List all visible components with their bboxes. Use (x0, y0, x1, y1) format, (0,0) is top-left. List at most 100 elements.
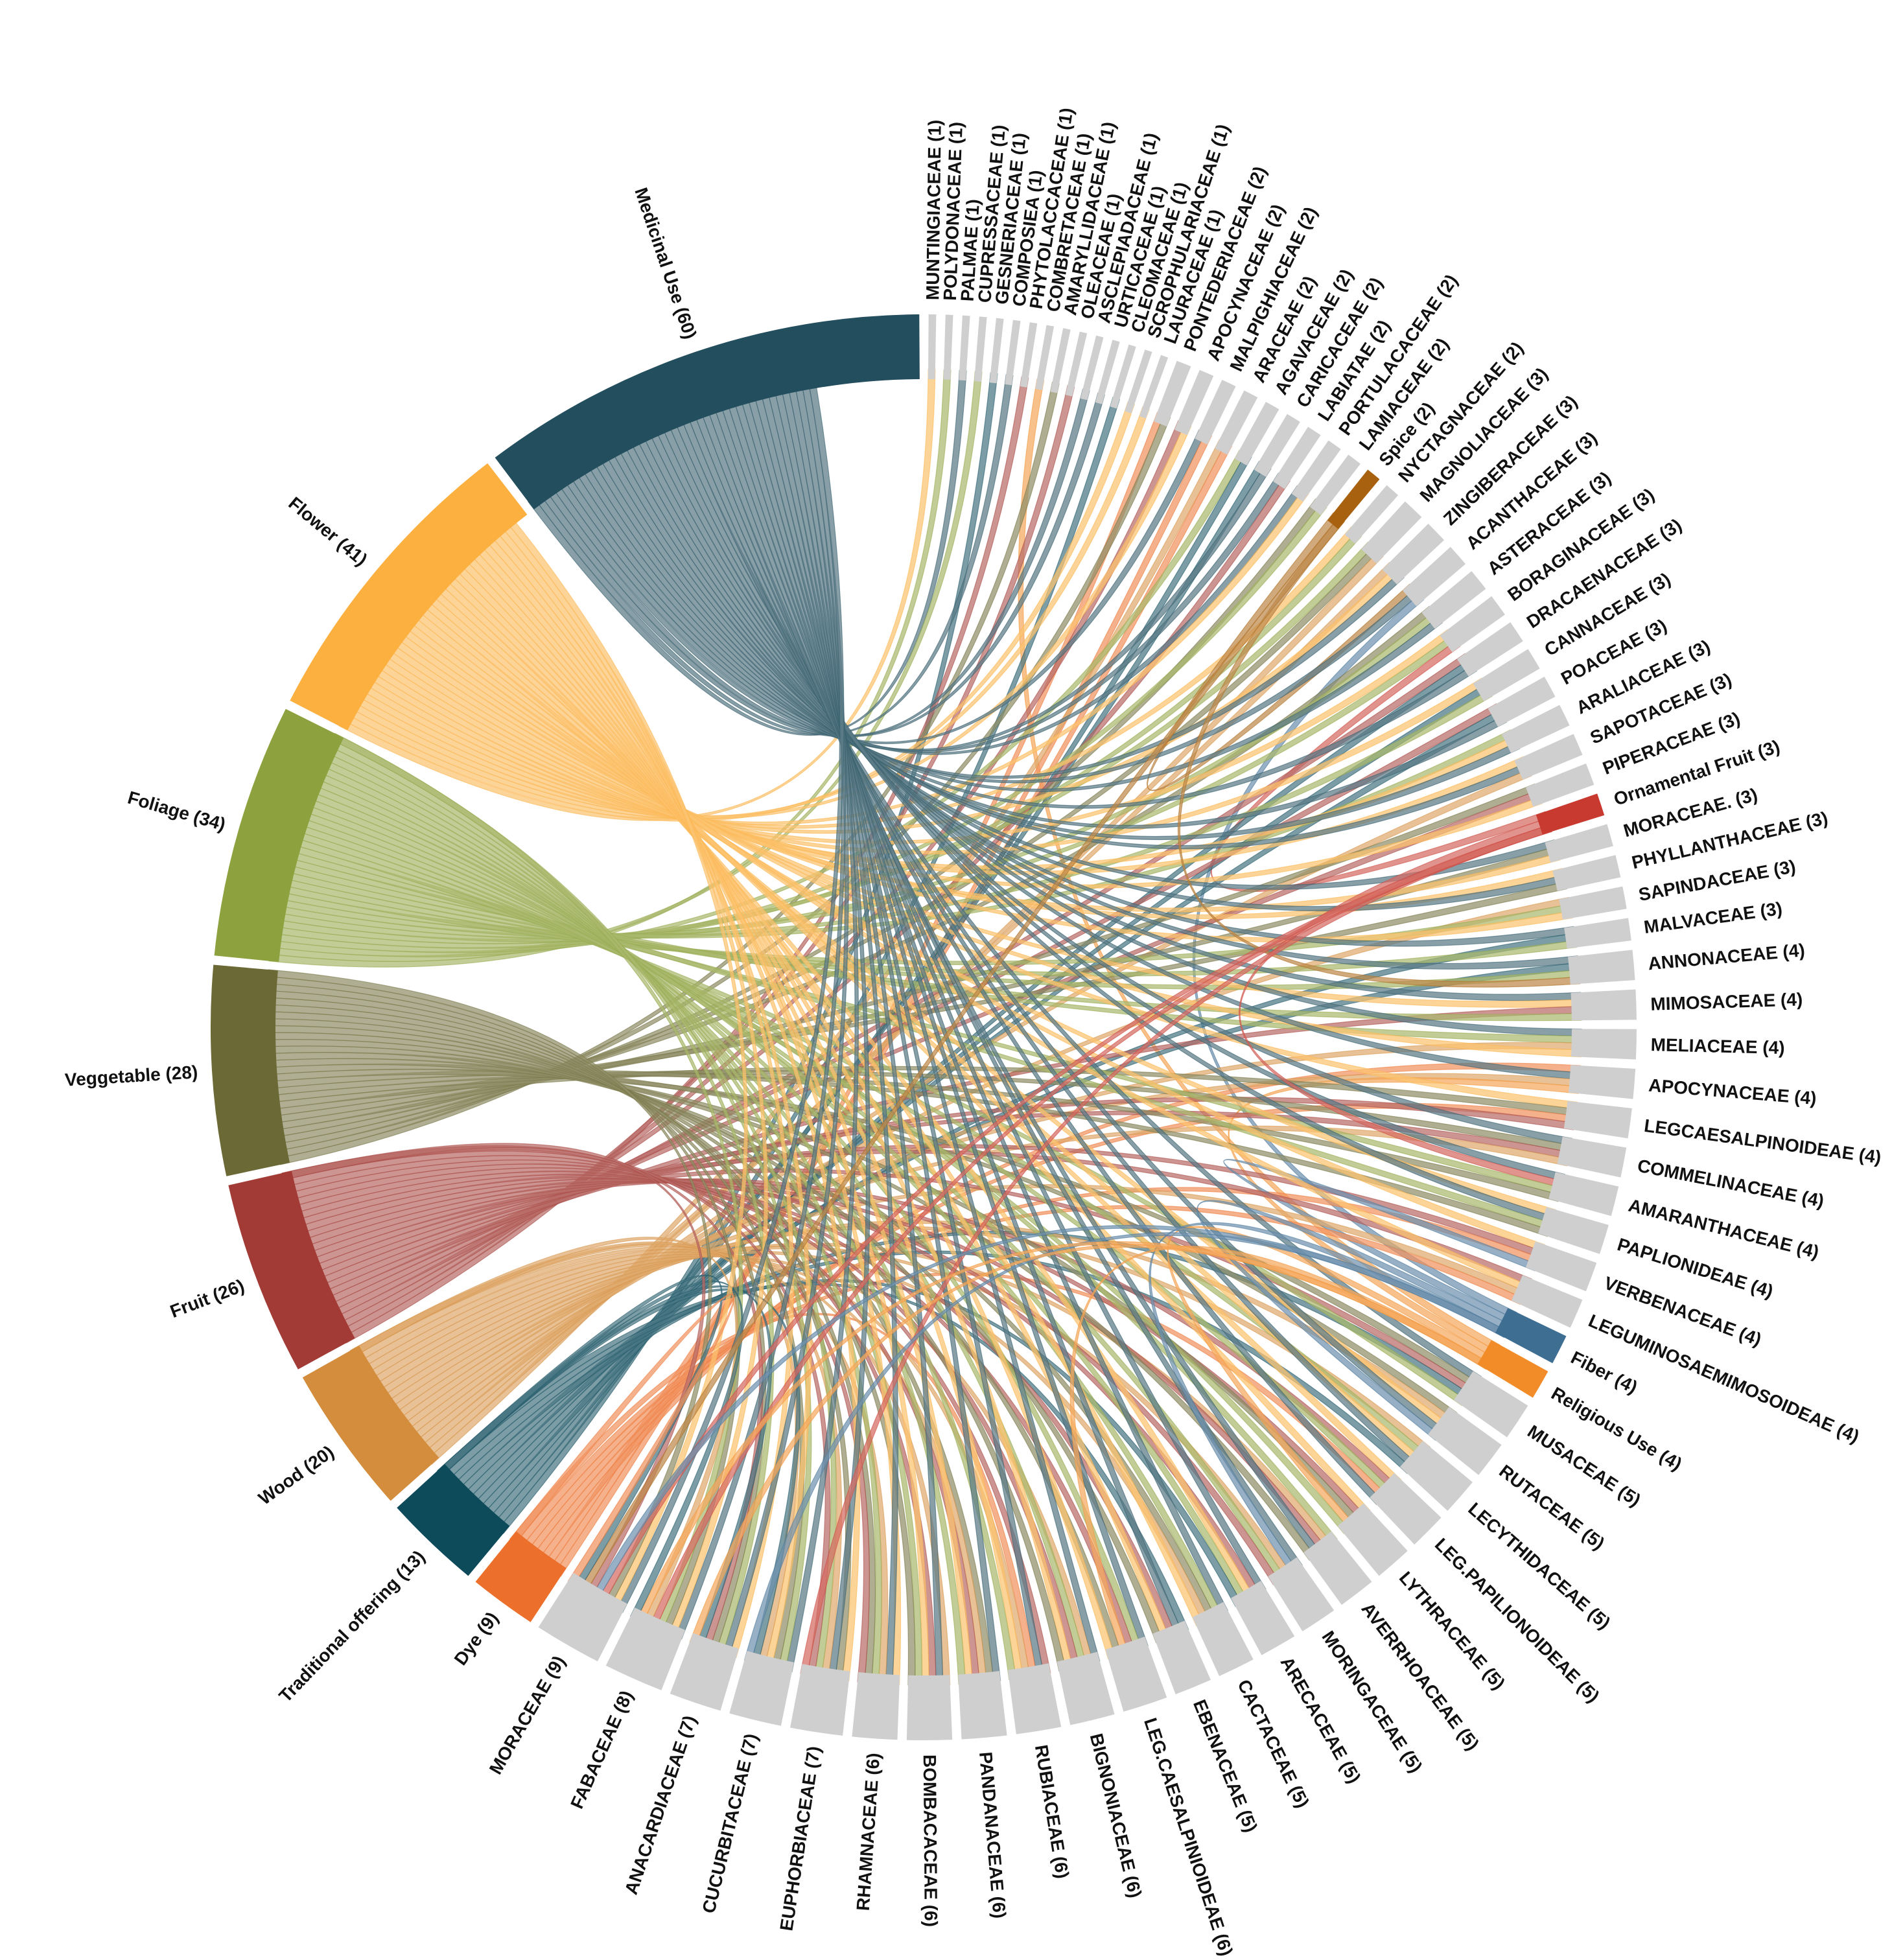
arc-moringaceae-5 (1268, 1557, 1335, 1631)
arc-mimosaceae-4 (1571, 989, 1637, 1021)
arc-meliaceae-4 (1571, 1029, 1637, 1060)
label-fabaceae-8: FABACEAE (8) (566, 1687, 637, 1812)
arc-agavaceae-2 (1234, 401, 1279, 466)
ribbon-veggetable-amaryllidaceae-1 (278, 381, 1060, 1165)
arc-labiatae-2 (1273, 426, 1321, 489)
arc-magnoliaceae-3 (1361, 501, 1422, 564)
arc-pontederiaceae-2 (1154, 360, 1191, 426)
arc-anacardiaceae-7 (670, 1633, 739, 1711)
label-bombacaceae-6: BOMBACACEAE (6) (920, 1755, 941, 1927)
arc-nyctagnaceae-2 (1344, 485, 1399, 544)
ribbon-layer (265, 369, 1582, 1686)
arc-leg-caesalpinioideae-6 (1105, 1637, 1167, 1712)
label-lecythidaceae-5: LECYTHIDACEAE (5) (1464, 1499, 1614, 1633)
label-averrhoaceae-5: AVERRHOACEAE (5) (1358, 1599, 1484, 1755)
arc-lamiaceae-2 (1309, 454, 1361, 515)
arc-fiber-4 (1495, 1308, 1567, 1364)
arc-malpighiaceae-2 (1195, 379, 1236, 445)
label-malvaceae-3: MALVACEAE (3) (1642, 898, 1783, 937)
arc-urticaceae-1 (1095, 340, 1120, 404)
arc-dye-9 (475, 1531, 566, 1622)
arc-verbenaceae-4 (1525, 1241, 1597, 1292)
arc-phyllanthaceae-3 (1552, 855, 1621, 891)
arc-foliage-34 (214, 708, 344, 962)
arc-cucurbitaceae-7 (729, 1651, 794, 1726)
arc-leguminosaemimosoideae-4 (1511, 1275, 1583, 1328)
arc-moraceae-3 (1545, 824, 1613, 863)
arc-piperaceae-3 (1526, 763, 1594, 807)
ribbon-fiber-acanthaceae-3 (1192, 594, 1517, 1320)
label-dye-9: Dye (9) (450, 1608, 502, 1669)
arc-annonaceae-4 (1568, 950, 1635, 985)
arc-sapotaceae-3 (1514, 734, 1583, 780)
arc-oleaceae-1 (1065, 331, 1088, 397)
arc-averrhoaceae-5 (1303, 1531, 1372, 1605)
arc-scrophulariaceae-1 (1125, 349, 1152, 414)
arc-bombacaceae-6 (906, 1675, 953, 1740)
arc-spice-2 (1327, 469, 1380, 530)
label-moraceae-9: MORACEAE (9) (485, 1652, 569, 1777)
arc-lythraceae-5 (1337, 1503, 1408, 1576)
label-veggetable-28: Veggetable (28) (64, 1062, 198, 1090)
arc-pandanaceae-6 (958, 1671, 1007, 1740)
label-medicinal-use-60: Medicinal Use (60) (631, 185, 701, 342)
label-anacardiaceae-7: ANACARDIACEAE (7) (621, 1713, 700, 1897)
arc-acanthaceae-3 (1402, 546, 1466, 607)
arc-dracaenaceae-3 (1456, 622, 1523, 677)
arc-religious-use-4 (1477, 1340, 1548, 1398)
label-pandanaceae-6: PANDANACEAE (6) (975, 1751, 1010, 1919)
arc-asteraceae-3 (1421, 571, 1486, 629)
label-apocynaceae-4: APOCYNACEAE (4) (1648, 1075, 1817, 1109)
arc-arecaceae-5 (1231, 1581, 1295, 1655)
label-annonaceae-4: ANNONACEAE (4) (1647, 940, 1805, 974)
label-flower-41: Flower (41) (285, 493, 371, 570)
arc-portulacaceae-2 (1291, 440, 1341, 502)
label-wood-20: Wood (20) (255, 1441, 338, 1509)
arc-bignoniaceae-6 (1057, 1651, 1115, 1725)
arc-layer (211, 314, 1637, 1740)
arc-phytolaccaceae-1 (1020, 322, 1038, 388)
arc-commelinaceae-4 (1557, 1136, 1627, 1178)
arc-medicinal-use-60 (495, 314, 920, 509)
arc-boraginaceae-3 (1440, 596, 1505, 653)
arc-lauraceae-1 (1139, 355, 1169, 419)
arc-rutaceae-5 (1428, 1406, 1502, 1475)
arc-paplionideae-4 (1538, 1207, 1609, 1254)
arc-polydonaceae-1 (943, 314, 953, 380)
arc-rhamnaceae-6 (852, 1672, 900, 1740)
label-rubiaceae-6: RUBIACEAE (6) (1031, 1744, 1073, 1880)
arc-palmae-1 (959, 315, 970, 381)
label-mimosaceae-4: MIMOSACEAE (4) (1650, 989, 1803, 1014)
arc-euphorbiaceae-7 (790, 1664, 850, 1736)
arc-cactaceae-5 (1192, 1602, 1254, 1677)
label-meliaceae-4: MELIACEAE (4) (1650, 1034, 1785, 1058)
label-euphorbiaceae-7: EUPHORBIACEAE (7) (776, 1745, 824, 1932)
arc-araliaceae-3 (1501, 705, 1570, 753)
arc-composiea-1 (1005, 320, 1021, 386)
arc-leg-papilionoideae-5 (1370, 1473, 1442, 1545)
arc-caricaceae-2 (1254, 414, 1300, 477)
arc-fabaceae-8 (605, 1607, 686, 1690)
arc-zingiberaceae-3 (1382, 523, 1444, 585)
label-cucurbitaceae-7: CUCURBITACEAE (7) (698, 1732, 761, 1915)
arc-amaryllidaceae-1 (1050, 328, 1071, 393)
arc-flower-41 (290, 463, 528, 730)
arc-ornamental-fruit-3 (1536, 793, 1605, 835)
label-legcaesalpinoideae-4: LEGCAESALPINOIDEAE (4) (1643, 1115, 1883, 1167)
arc-araceae-2 (1215, 390, 1258, 455)
arc-rubiaceae-6 (1007, 1663, 1062, 1734)
label-rhamnaceae-6: RHAMNACEAE (6) (853, 1752, 884, 1911)
arc-amaranthaceae-4 (1548, 1172, 1619, 1217)
arc-ebenaceae-5 (1152, 1620, 1211, 1695)
arc-fruit-26 (228, 1171, 355, 1370)
arc-moraceae-9 (538, 1572, 627, 1662)
arc-cupressaceae-1 (974, 316, 987, 382)
arc-sapindaceae-3 (1559, 886, 1627, 920)
arc-malvaceae-3 (1564, 918, 1631, 949)
label-bignoniaceae-6: BIGNONIACEAE (6) (1086, 1731, 1146, 1900)
arc-cannaceae-3 (1473, 649, 1540, 701)
label-muntingiaceae-1: MUNTINGIACEAE (1) (922, 119, 944, 300)
arc-wood-20 (302, 1346, 439, 1501)
label-fiber-4: Fiber (4) (1568, 1348, 1641, 1398)
